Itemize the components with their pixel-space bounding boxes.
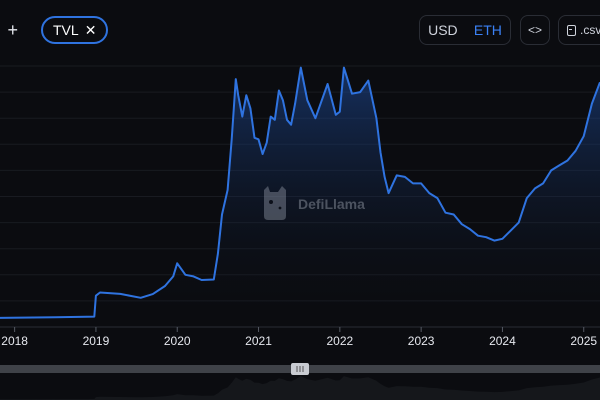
file-icon <box>567 24 576 36</box>
watermark: DefiLlama <box>258 186 365 222</box>
x-tick-label: 2018 <box>1 334 28 348</box>
llama-logo-icon <box>264 186 286 220</box>
embed-button[interactable]: <> <box>520 15 550 45</box>
denomination-toggle: USD ETH <box>419 15 511 45</box>
metric-chip-label: TVL <box>53 22 79 38</box>
x-tick-label: 2019 <box>83 334 110 348</box>
tvl-chart[interactable]: 2018 2019 2020 2021 2022 2023 2024 2025 <box>0 60 600 360</box>
timeline-brush[interactable] <box>0 360 600 400</box>
brush-mini-area <box>0 376 600 400</box>
x-tick-label: 2023 <box>408 334 435 348</box>
add-metric-button[interactable]: s + <box>0 16 19 44</box>
denomination-usd[interactable]: USD <box>428 22 458 38</box>
tvl-line <box>0 66 600 319</box>
x-tick-label: 2020 <box>164 334 191 348</box>
plus-icon: + <box>7 20 19 40</box>
x-tick-label: 2025 <box>570 334 597 348</box>
metric-chip-tvl[interactable]: TVL ✕ <box>41 16 109 44</box>
tvl-area <box>0 67 600 327</box>
watermark-text: DefiLlama <box>298 196 365 212</box>
download-csv-button[interactable]: .csv <box>558 15 600 45</box>
denomination-eth[interactable]: ETH <box>473 22 502 38</box>
x-tick-label: 2021 <box>245 334 272 348</box>
x-tick-label: 2024 <box>489 334 516 348</box>
x-tick-label: 2022 <box>326 334 353 348</box>
chart-toolbar: s + TVL ✕ USD ETH <> .csv <box>0 0 600 60</box>
csv-label: .csv <box>580 23 600 37</box>
close-icon[interactable]: ✕ <box>84 21 97 38</box>
code-icon: <> <box>527 23 542 37</box>
